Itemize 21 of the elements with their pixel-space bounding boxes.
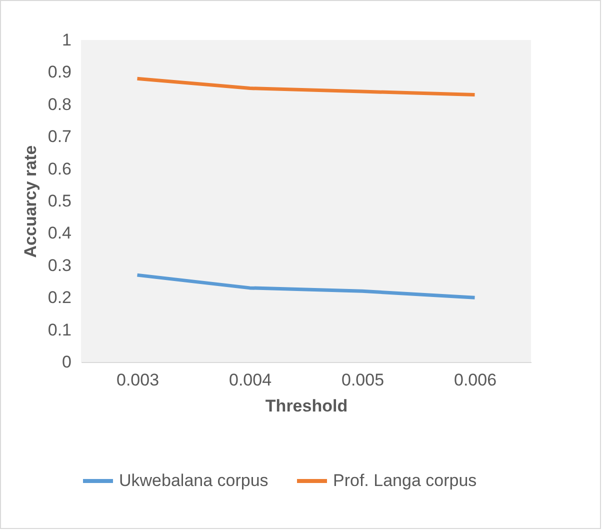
- y-tick-label: 0.4: [48, 224, 72, 243]
- x-tick-label: 0.006: [454, 370, 497, 390]
- y-tick-label: 0.7: [48, 127, 72, 146]
- y-tick-label: 0.3: [48, 256, 72, 275]
- line-series: [136, 273, 476, 300]
- x-tick-label: 0.004: [228, 370, 272, 390]
- y-tick-label: 0.1: [48, 320, 72, 340]
- y-tick-label: 0.2: [48, 288, 72, 308]
- y-tick-label: 0.9: [48, 62, 72, 82]
- y-tick-label: 1: [62, 30, 72, 50]
- y-tick-label: 0: [62, 352, 72, 372]
- legend-label: Prof. Langa corpus: [333, 471, 477, 490]
- x-axis-title: Threshold: [265, 396, 348, 416]
- y-tick-label: 0.5: [48, 192, 72, 210]
- legend-label: Ukwebalana corpus: [119, 471, 268, 490]
- y-axis-title: Accuarcy rate: [20, 145, 40, 258]
- x-tick-label: 0.005: [341, 370, 384, 390]
- y-tick-label: 0.8: [48, 94, 72, 114]
- x-tick-label: 0.003: [116, 370, 160, 390]
- y-tick-label: 0.6: [48, 159, 72, 178]
- line-series: [136, 76, 476, 96]
